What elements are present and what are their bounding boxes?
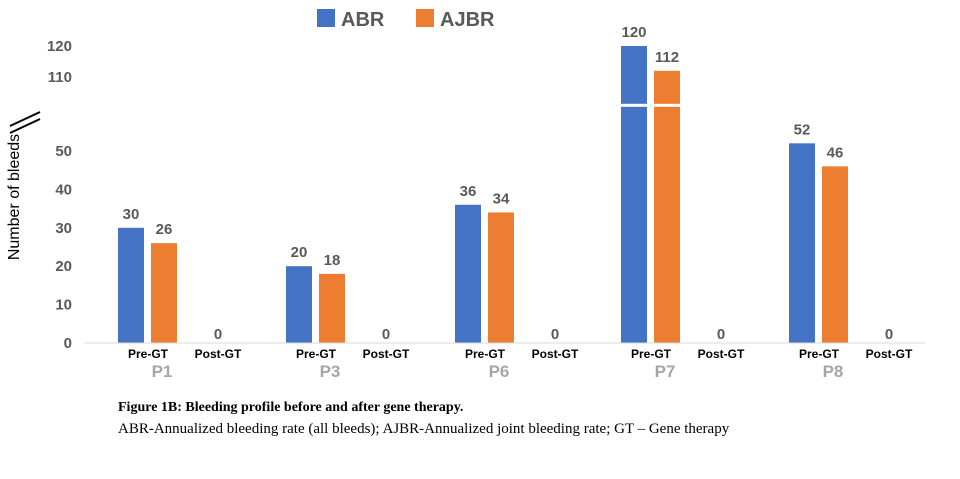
- x-sub-label-pre-gt: Pre-GT: [799, 347, 840, 361]
- data-label: 36: [460, 183, 477, 200]
- bar-p1-abr-pre-gt: [118, 227, 144, 343]
- y-tick-label: 40: [55, 181, 72, 198]
- data-label-post-gt: 0: [717, 326, 725, 343]
- data-label: 120: [621, 24, 646, 41]
- figure-caption: Figure 1B: Bleeding profile before and a…: [118, 400, 838, 440]
- legend-label-ajbr: AJBR: [440, 9, 495, 31]
- y-tick-label: 20: [55, 258, 72, 275]
- bar-break-gap: [653, 103, 681, 107]
- caption-title: Figure 1B: Bleeding profile before and a…: [118, 400, 464, 415]
- x-sub-label-pre-gt: Pre-GT: [465, 347, 506, 361]
- data-label-post-gt: 0: [551, 326, 559, 343]
- bars: [118, 46, 848, 344]
- data-label: 20: [291, 244, 308, 261]
- x-group-label-p7: P7: [655, 362, 676, 381]
- x-sub-label-post-gt: Post-GT: [532, 347, 579, 361]
- bar-p7-ajbr-pre-gt: [654, 70, 680, 344]
- data-label: 18: [324, 252, 341, 269]
- y-tick-label: 10: [55, 297, 72, 314]
- data-label: 34: [493, 190, 510, 207]
- x-group-label-p6: P6: [489, 362, 510, 381]
- bar-p3-abr-pre-gt: [286, 266, 312, 343]
- y-tick-label: 50: [55, 143, 72, 160]
- y-axis-label: Number of bleeds: [6, 134, 23, 260]
- bar-break-gap: [620, 103, 648, 107]
- x-group-label-p1: P1: [152, 362, 173, 381]
- axis-break-mark: [9, 118, 41, 134]
- y-tick-label: 0: [64, 335, 72, 352]
- data-label: 30: [123, 206, 140, 223]
- data-label: 112: [655, 49, 679, 66]
- y-tick-label: 110: [48, 69, 72, 86]
- y-tick-label: 30: [55, 220, 72, 237]
- caption-body: ABR-Annualized bleeding rate (all bleeds…: [118, 421, 730, 437]
- x-sub-label-post-gt: Post-GT: [866, 347, 913, 361]
- data-label-post-gt: 0: [382, 326, 390, 343]
- bar-p3-ajbr-pre-gt: [319, 273, 345, 343]
- bar-p6-abr-pre-gt: [455, 204, 481, 343]
- bar-p6-ajbr-pre-gt: [488, 212, 514, 343]
- x-sub-label-post-gt: Post-GT: [698, 347, 745, 361]
- data-label-post-gt: 0: [885, 326, 893, 343]
- data-label-post-gt: 0: [214, 326, 222, 343]
- bar-p8-ajbr-pre-gt: [822, 166, 848, 343]
- data-labels: 30 26 0 20 18 0 36 34 0 120 112 0 52 46 0: [123, 24, 894, 343]
- x-group-label-p3: P3: [320, 362, 341, 381]
- legend-label-abr: ABR: [341, 9, 385, 31]
- legend-swatch-ajbr: [416, 9, 434, 27]
- legend-swatch-abr: [317, 9, 335, 27]
- data-label: 26: [156, 221, 173, 238]
- y-tick-label: 120: [47, 38, 72, 55]
- bar-p1-ajbr-pre-gt: [151, 243, 177, 343]
- legend: ABR AJBR: [317, 9, 495, 31]
- y-axis: 0 10 20 30 40 50 110 120: [9, 38, 72, 352]
- x-sub-label-pre-gt: Pre-GT: [296, 347, 337, 361]
- bleeding-bar-chart: ABR AJBR 0 10 20 30 40 50 110 120 30 26 0 20 18 0 36 34…: [6, 9, 925, 381]
- bar-p7-abr-pre-gt: [621, 46, 647, 343]
- x-group-label-p8: P8: [823, 362, 844, 381]
- x-sub-label-pre-gt: Pre-GT: [631, 347, 672, 361]
- data-label: 52: [794, 121, 811, 138]
- data-label: 46: [827, 144, 844, 161]
- x-sub-label-pre-gt: Pre-GT: [128, 347, 169, 361]
- bar-p8-abr-pre-gt: [789, 143, 815, 343]
- axis-break-mark: [9, 111, 41, 127]
- x-sub-label-post-gt: Post-GT: [195, 347, 242, 361]
- x-sub-label-post-gt: Post-GT: [363, 347, 410, 361]
